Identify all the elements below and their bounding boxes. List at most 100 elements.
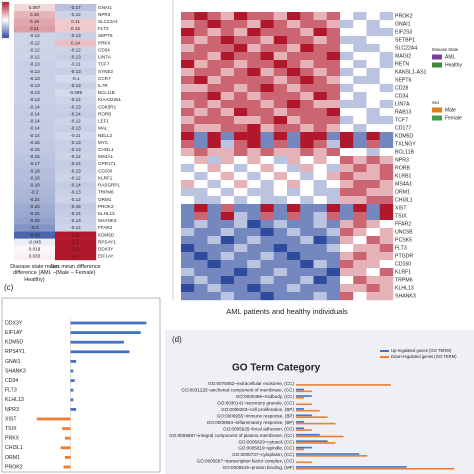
heatmap-cell	[207, 284, 221, 293]
heatmap-cell	[300, 164, 314, 173]
heatmap-cell	[194, 164, 208, 173]
heatmap-cell	[55, 82, 97, 90]
heatmap-cell	[260, 212, 274, 221]
heatmap-cell	[55, 110, 97, 118]
row-label: ORM1	[395, 189, 410, 195]
bar	[64, 436, 71, 440]
heatmap-cell	[181, 196, 195, 205]
heatmap-cell	[273, 196, 288, 205]
heatmap-cell	[260, 292, 274, 301]
heatmap-cell	[207, 228, 221, 237]
heatmap-cell	[287, 212, 301, 221]
heatmap-cell	[273, 68, 288, 77]
heatmap-cell	[326, 196, 341, 205]
heatmap-cell	[181, 20, 195, 29]
heatmap-cell	[220, 156, 235, 165]
heatmap-cell	[220, 276, 235, 285]
heatmap-cell	[340, 204, 354, 213]
heatmap-cell	[247, 52, 261, 61]
heatmap-cell	[194, 12, 208, 21]
heatmap-cell	[194, 20, 208, 29]
cell-value: -0.23	[29, 204, 40, 209]
heatmap-cell	[181, 52, 195, 61]
heatmap-cell	[326, 284, 341, 293]
cell-value: -0.13	[70, 218, 81, 223]
chart-title: GO Term Category	[232, 363, 321, 374]
heatmap-cell	[287, 76, 301, 85]
heatmap-cell	[326, 204, 341, 213]
heatmap-cell	[55, 196, 97, 204]
heatmap-cell	[234, 36, 248, 45]
bar	[296, 421, 304, 423]
heatmap-cell	[194, 196, 208, 205]
heatmap-cell	[260, 108, 274, 117]
row-label: FLT3	[395, 245, 407, 251]
category-label: RPS4Y1	[5, 349, 25, 355]
heatmap-cell	[326, 228, 341, 237]
heatmap-cell	[181, 236, 195, 245]
heatmap-cell	[234, 276, 248, 285]
heatmap-cell	[313, 68, 327, 77]
category-label: GO:0006954~inflammatory response, (BP)	[207, 420, 295, 425]
cell-value: -0.14	[70, 161, 81, 166]
heatmap-cell	[220, 284, 235, 293]
heatmap-cell	[300, 212, 314, 221]
legend-swatch	[432, 107, 442, 113]
heatmap-cell	[273, 212, 288, 221]
heatmap-cell	[194, 44, 208, 53]
heatmap-cell	[247, 164, 261, 173]
cell-value: -0.14	[29, 104, 40, 109]
heatmap-cell	[207, 124, 221, 133]
heatmap-cell	[353, 132, 367, 141]
x-axis-label: AML patients and healthy individuals	[226, 307, 348, 316]
heatmap-cell	[55, 60, 97, 69]
heatmap-cell	[234, 116, 248, 125]
cell-value: -0.12	[70, 225, 81, 230]
heatmap-cell	[14, 89, 56, 97]
row-label: KDM5D	[395, 133, 413, 139]
heatmap-cell	[260, 20, 274, 29]
bar	[296, 453, 360, 455]
heatmap-cell	[55, 132, 97, 140]
heatmap-cell	[260, 164, 274, 173]
heatmap-cell	[313, 204, 327, 213]
heatmap-cell	[300, 60, 314, 69]
category-label: GO:0005819~spindle, (CC)	[238, 446, 294, 451]
row-label: RAB13	[395, 109, 412, 115]
cell-value: -0.18	[29, 168, 40, 173]
heatmap-cell	[181, 68, 195, 77]
heatmap-cell	[300, 252, 314, 261]
cell-value: -0.13	[70, 140, 81, 145]
heatmap-cell	[14, 252, 56, 261]
cell-value: -0.045	[28, 239, 41, 244]
heatmap-cell	[353, 268, 367, 277]
heatmap-cell	[14, 181, 56, 190]
heatmap-cell	[340, 292, 354, 301]
heatmap-cell	[207, 36, 221, 45]
heatmap-cell	[326, 260, 341, 269]
heatmap-cell	[326, 236, 341, 245]
heatmap-cell	[55, 174, 97, 182]
heatmap-cell	[14, 139, 56, 147]
heatmap-cell	[326, 100, 341, 109]
heatmap-cell	[340, 68, 354, 77]
heatmap-cell	[234, 52, 248, 61]
heatmap-cell	[287, 20, 301, 29]
heatmap-cell	[234, 28, 248, 37]
heatmap-cell	[353, 108, 367, 117]
heatmap-cell	[220, 236, 235, 245]
heatmap-cell	[379, 124, 394, 133]
heatmap-cell	[326, 52, 341, 61]
heatmap-cell	[260, 236, 274, 245]
cell-value: -0.12	[29, 55, 40, 60]
heatmap-cell	[207, 132, 221, 141]
heatmap-cell	[353, 228, 367, 237]
category-label: CD34	[5, 378, 18, 384]
heatmap-cell	[353, 180, 367, 189]
heatmap-cell	[247, 116, 261, 125]
heatmap-cell	[287, 84, 301, 93]
heatmap-cell	[287, 68, 301, 77]
cell-value: -0.26	[29, 218, 40, 223]
heatmap-cell	[55, 53, 97, 62]
bar	[70, 369, 74, 373]
